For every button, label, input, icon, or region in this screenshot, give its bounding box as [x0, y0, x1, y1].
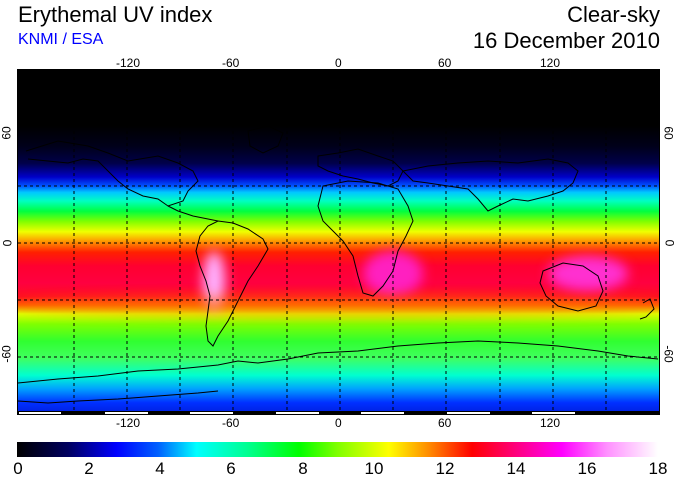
australia-hotspot	[548, 256, 628, 291]
lon-tick-top: 0	[335, 56, 342, 70]
graticule	[18, 71, 659, 413]
frame-segment	[19, 412, 61, 414]
colorbar-label: 18	[648, 459, 668, 478]
frame-segment	[105, 412, 148, 414]
uv-index-map	[17, 70, 660, 414]
lat-tick-left: 0	[0, 239, 15, 247]
colorbar-label: 0	[13, 459, 23, 478]
condition-label: Clear-sky	[567, 2, 660, 27]
date-label: 16 December 2010	[472, 28, 660, 53]
colorbar-label: 6	[226, 459, 236, 478]
source-label: KNMI / ESA	[18, 31, 104, 48]
lon-tick-bottom: 120	[540, 416, 561, 430]
frame-segment	[361, 412, 404, 414]
coastlines-and-grid	[18, 71, 659, 413]
colorbar-label: 16	[577, 459, 597, 478]
lon-tick-bottom: 0	[335, 416, 342, 430]
frame-segment	[190, 412, 233, 414]
lon-tick-top: 60	[438, 56, 452, 70]
subtropical-band	[18, 296, 659, 316]
colorbar-label: 2	[84, 459, 94, 478]
lon-tick-top: -60	[222, 56, 240, 70]
lon-tick-top: -120	[116, 56, 141, 70]
lat-tick-left: 60	[0, 126, 14, 140]
lon-tick-bottom: -120	[116, 416, 141, 430]
frame-segment	[276, 412, 319, 414]
frame-segment	[532, 412, 575, 414]
lon-tick-bottom: 60	[438, 416, 452, 430]
colorbar	[17, 442, 658, 457]
lat-tick-right: -60	[661, 345, 676, 363]
colorbar-label: 8	[298, 459, 308, 478]
lat-tick-right: 60	[661, 126, 676, 140]
frame-segment	[447, 412, 490, 414]
colorbar-label: 12	[435, 459, 455, 478]
lat-tick-right: 0	[662, 239, 677, 247]
lon-tick-bottom: -60	[222, 416, 240, 430]
colorbar-label: 4	[155, 459, 165, 478]
coastlines	[18, 125, 659, 404]
lon-tick-top: 120	[540, 56, 561, 70]
colorbar-label: 14	[506, 459, 526, 478]
map-title: Erythemal UV index	[18, 2, 213, 27]
bottom-frame-bar	[17, 411, 660, 415]
colorbar-label: 10	[364, 459, 384, 478]
lat-tick-left: -60	[0, 345, 14, 363]
